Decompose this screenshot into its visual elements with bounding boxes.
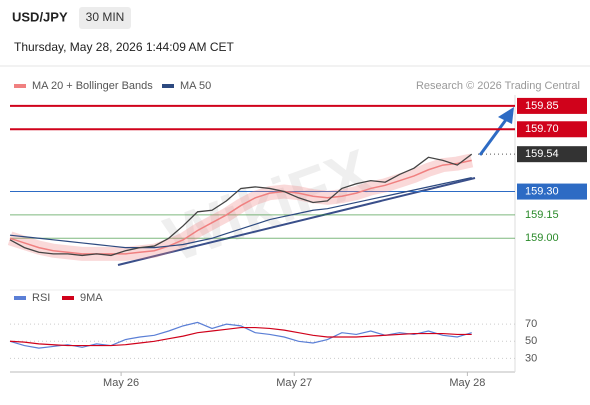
timestamp: Thursday, May 28, 2026 1:44:09 AM CET xyxy=(14,40,235,54)
level-label: 159.70 xyxy=(525,123,559,135)
level-box xyxy=(517,146,587,163)
watermark: WikiFX xyxy=(156,135,381,276)
level-label: 159.85 xyxy=(525,100,559,112)
level-label: 159.00 xyxy=(525,232,559,244)
symbol: USD/JPY xyxy=(12,9,68,24)
legend-swatch xyxy=(62,296,74,300)
legend-label: RSI xyxy=(32,292,50,304)
x-tick-label: May 26 xyxy=(103,377,139,389)
legend-label: MA 20 + Bollinger Bands xyxy=(32,80,153,92)
series-line xyxy=(9,176,472,249)
price-line xyxy=(9,153,473,257)
legend-swatch xyxy=(14,296,26,300)
x-tick-label: May 27 xyxy=(276,377,312,389)
interval: 30 MIN xyxy=(86,10,125,24)
level-box xyxy=(517,121,587,138)
series-line xyxy=(9,321,472,349)
y-tick-label: 70 xyxy=(525,318,537,330)
level-label: 159.15 xyxy=(525,209,559,221)
copyright: Research © 2026 Trading Central xyxy=(416,80,580,92)
series-line xyxy=(9,159,472,255)
level-box xyxy=(517,97,587,114)
x-tick-label: May 28 xyxy=(449,377,485,389)
legend-label: MA 50 xyxy=(180,80,211,92)
legend-label: 9MA xyxy=(80,292,103,304)
arrow xyxy=(478,116,510,156)
legend-swatch xyxy=(162,84,174,88)
legend-swatch xyxy=(14,84,26,88)
level-label: 159.54 xyxy=(525,148,559,160)
series-line xyxy=(9,326,472,347)
trendline xyxy=(117,177,476,266)
interval-badge xyxy=(79,7,131,29)
y-tick-label: 50 xyxy=(525,335,537,347)
arrow-head xyxy=(498,107,514,124)
level-box xyxy=(517,183,587,200)
level-label: 159.30 xyxy=(525,185,559,197)
y-tick-label: 30 xyxy=(525,352,537,364)
